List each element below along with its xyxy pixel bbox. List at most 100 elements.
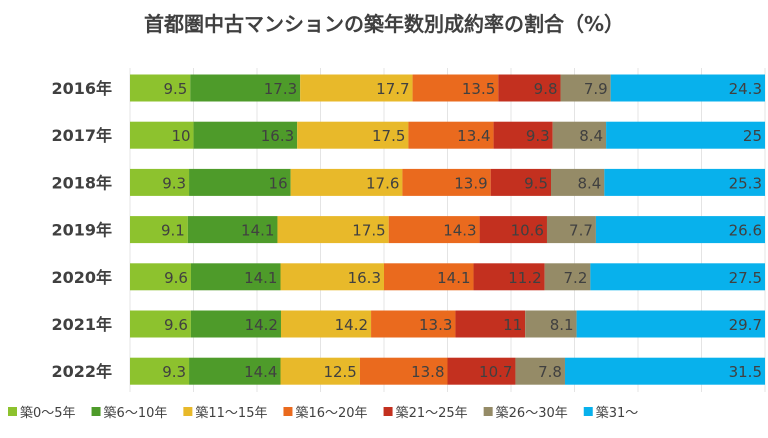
legend-label: 築6～10年 xyxy=(104,406,168,421)
bar-segment xyxy=(300,74,413,102)
bar-segment xyxy=(473,263,545,291)
y-tick-label: 2021年 xyxy=(51,315,112,334)
data-label: 16 xyxy=(269,174,288,192)
legend-swatch xyxy=(283,407,293,416)
bar-segment xyxy=(130,121,194,149)
data-label: 9.5 xyxy=(163,80,187,98)
bar-segment xyxy=(546,216,596,244)
data-label: 7.2 xyxy=(564,269,588,287)
bar-segment xyxy=(189,357,281,385)
bar-segment xyxy=(515,357,565,385)
data-label: 14.1 xyxy=(437,269,470,287)
data-label: 9.3 xyxy=(162,363,186,381)
legend-label: 築0～5年 xyxy=(20,406,76,421)
legend-swatch xyxy=(483,407,493,416)
data-label: 17.3 xyxy=(264,80,297,98)
legend-label: 築21～25年 xyxy=(396,406,468,421)
data-label: 25 xyxy=(743,127,762,145)
data-label: 24.3 xyxy=(729,80,762,98)
data-label: 13.3 xyxy=(419,316,452,334)
y-tick-label: 2016年 xyxy=(51,79,112,98)
bar-segment xyxy=(498,74,561,102)
data-label: 11 xyxy=(503,316,522,334)
data-label: 8.4 xyxy=(579,127,603,145)
bar-segment xyxy=(493,121,553,149)
bar-segment xyxy=(130,357,190,385)
data-label: 13.9 xyxy=(454,174,487,192)
bar-segment xyxy=(551,168,605,196)
data-label: 9.6 xyxy=(164,316,188,334)
data-label: 13.5 xyxy=(462,80,495,98)
data-label: 8.4 xyxy=(577,174,601,192)
bar-segment xyxy=(595,216,765,244)
bar-segment xyxy=(371,310,456,338)
data-label: 13.8 xyxy=(411,363,444,381)
bar-segment xyxy=(130,168,190,196)
bar-segment xyxy=(490,168,552,196)
bar-segment xyxy=(479,216,547,244)
bar-segment xyxy=(606,121,765,149)
bar-segment xyxy=(359,357,448,385)
y-tick-label: 2018年 xyxy=(51,173,112,192)
data-label: 17.6 xyxy=(366,174,399,192)
legend-swatch xyxy=(8,407,17,416)
data-label: 9.3 xyxy=(526,127,550,145)
bar-segment xyxy=(590,263,765,291)
data-label: 8.1 xyxy=(550,316,574,334)
bar-segment xyxy=(190,263,281,291)
bar-segment xyxy=(552,121,607,149)
legend-label: 築31～ xyxy=(596,406,639,421)
y-tick-label: 2020年 xyxy=(51,268,112,287)
legend-swatch xyxy=(91,407,101,416)
data-label: 26.6 xyxy=(729,222,762,240)
bar-segment xyxy=(455,310,526,338)
bar-segment xyxy=(388,216,480,244)
bar-segment xyxy=(280,357,360,385)
bar-segment xyxy=(564,357,765,385)
data-label: 9.5 xyxy=(524,174,548,192)
bar-segment xyxy=(544,263,591,291)
data-label: 25.3 xyxy=(729,174,762,192)
bar-segment xyxy=(412,74,499,102)
bar-segment xyxy=(130,74,191,102)
bar-segment xyxy=(277,216,389,244)
bar-segment xyxy=(189,168,291,196)
data-label: 16.3 xyxy=(261,127,294,145)
data-label: 7.9 xyxy=(584,80,608,98)
data-label: 14.1 xyxy=(241,222,274,240)
bar-segment xyxy=(130,310,191,338)
bar-segment xyxy=(190,310,281,338)
y-tick-label: 2017年 xyxy=(51,126,112,145)
legend-swatch xyxy=(583,407,593,416)
bar-segment xyxy=(187,216,278,244)
legend-label: 築11～15年 xyxy=(195,406,267,421)
bar-segment xyxy=(130,263,191,291)
data-label: 14.2 xyxy=(245,316,278,334)
bar-segment xyxy=(280,263,384,291)
data-label: 31.5 xyxy=(729,363,762,381)
bar-segment xyxy=(576,310,765,338)
data-label: 9.3 xyxy=(162,174,186,192)
bar-segment xyxy=(525,310,577,338)
bar-segment xyxy=(290,168,403,196)
data-label: 14.2 xyxy=(335,316,368,334)
data-label: 16.3 xyxy=(348,269,381,287)
data-label: 17.7 xyxy=(376,80,409,98)
data-label: 14.1 xyxy=(244,269,277,287)
chart-title: 首都圏中古マンションの築年数別成約率の割合（%） xyxy=(143,12,625,36)
bar-segment xyxy=(560,74,611,102)
data-label: 9.6 xyxy=(164,269,188,287)
data-label: 17.5 xyxy=(372,127,405,145)
bar-segment xyxy=(384,263,474,291)
data-label: 29.7 xyxy=(729,316,762,334)
bar-segment xyxy=(297,121,409,149)
data-label: 11.2 xyxy=(508,269,541,287)
legend-label: 築16～20年 xyxy=(295,406,367,421)
data-label: 14.4 xyxy=(244,363,277,381)
bar-segment xyxy=(447,357,516,385)
data-label: 9.1 xyxy=(161,222,185,240)
data-label: 9.8 xyxy=(534,80,558,98)
y-tick-label: 2019年 xyxy=(51,221,112,240)
bar-segment xyxy=(190,74,301,102)
